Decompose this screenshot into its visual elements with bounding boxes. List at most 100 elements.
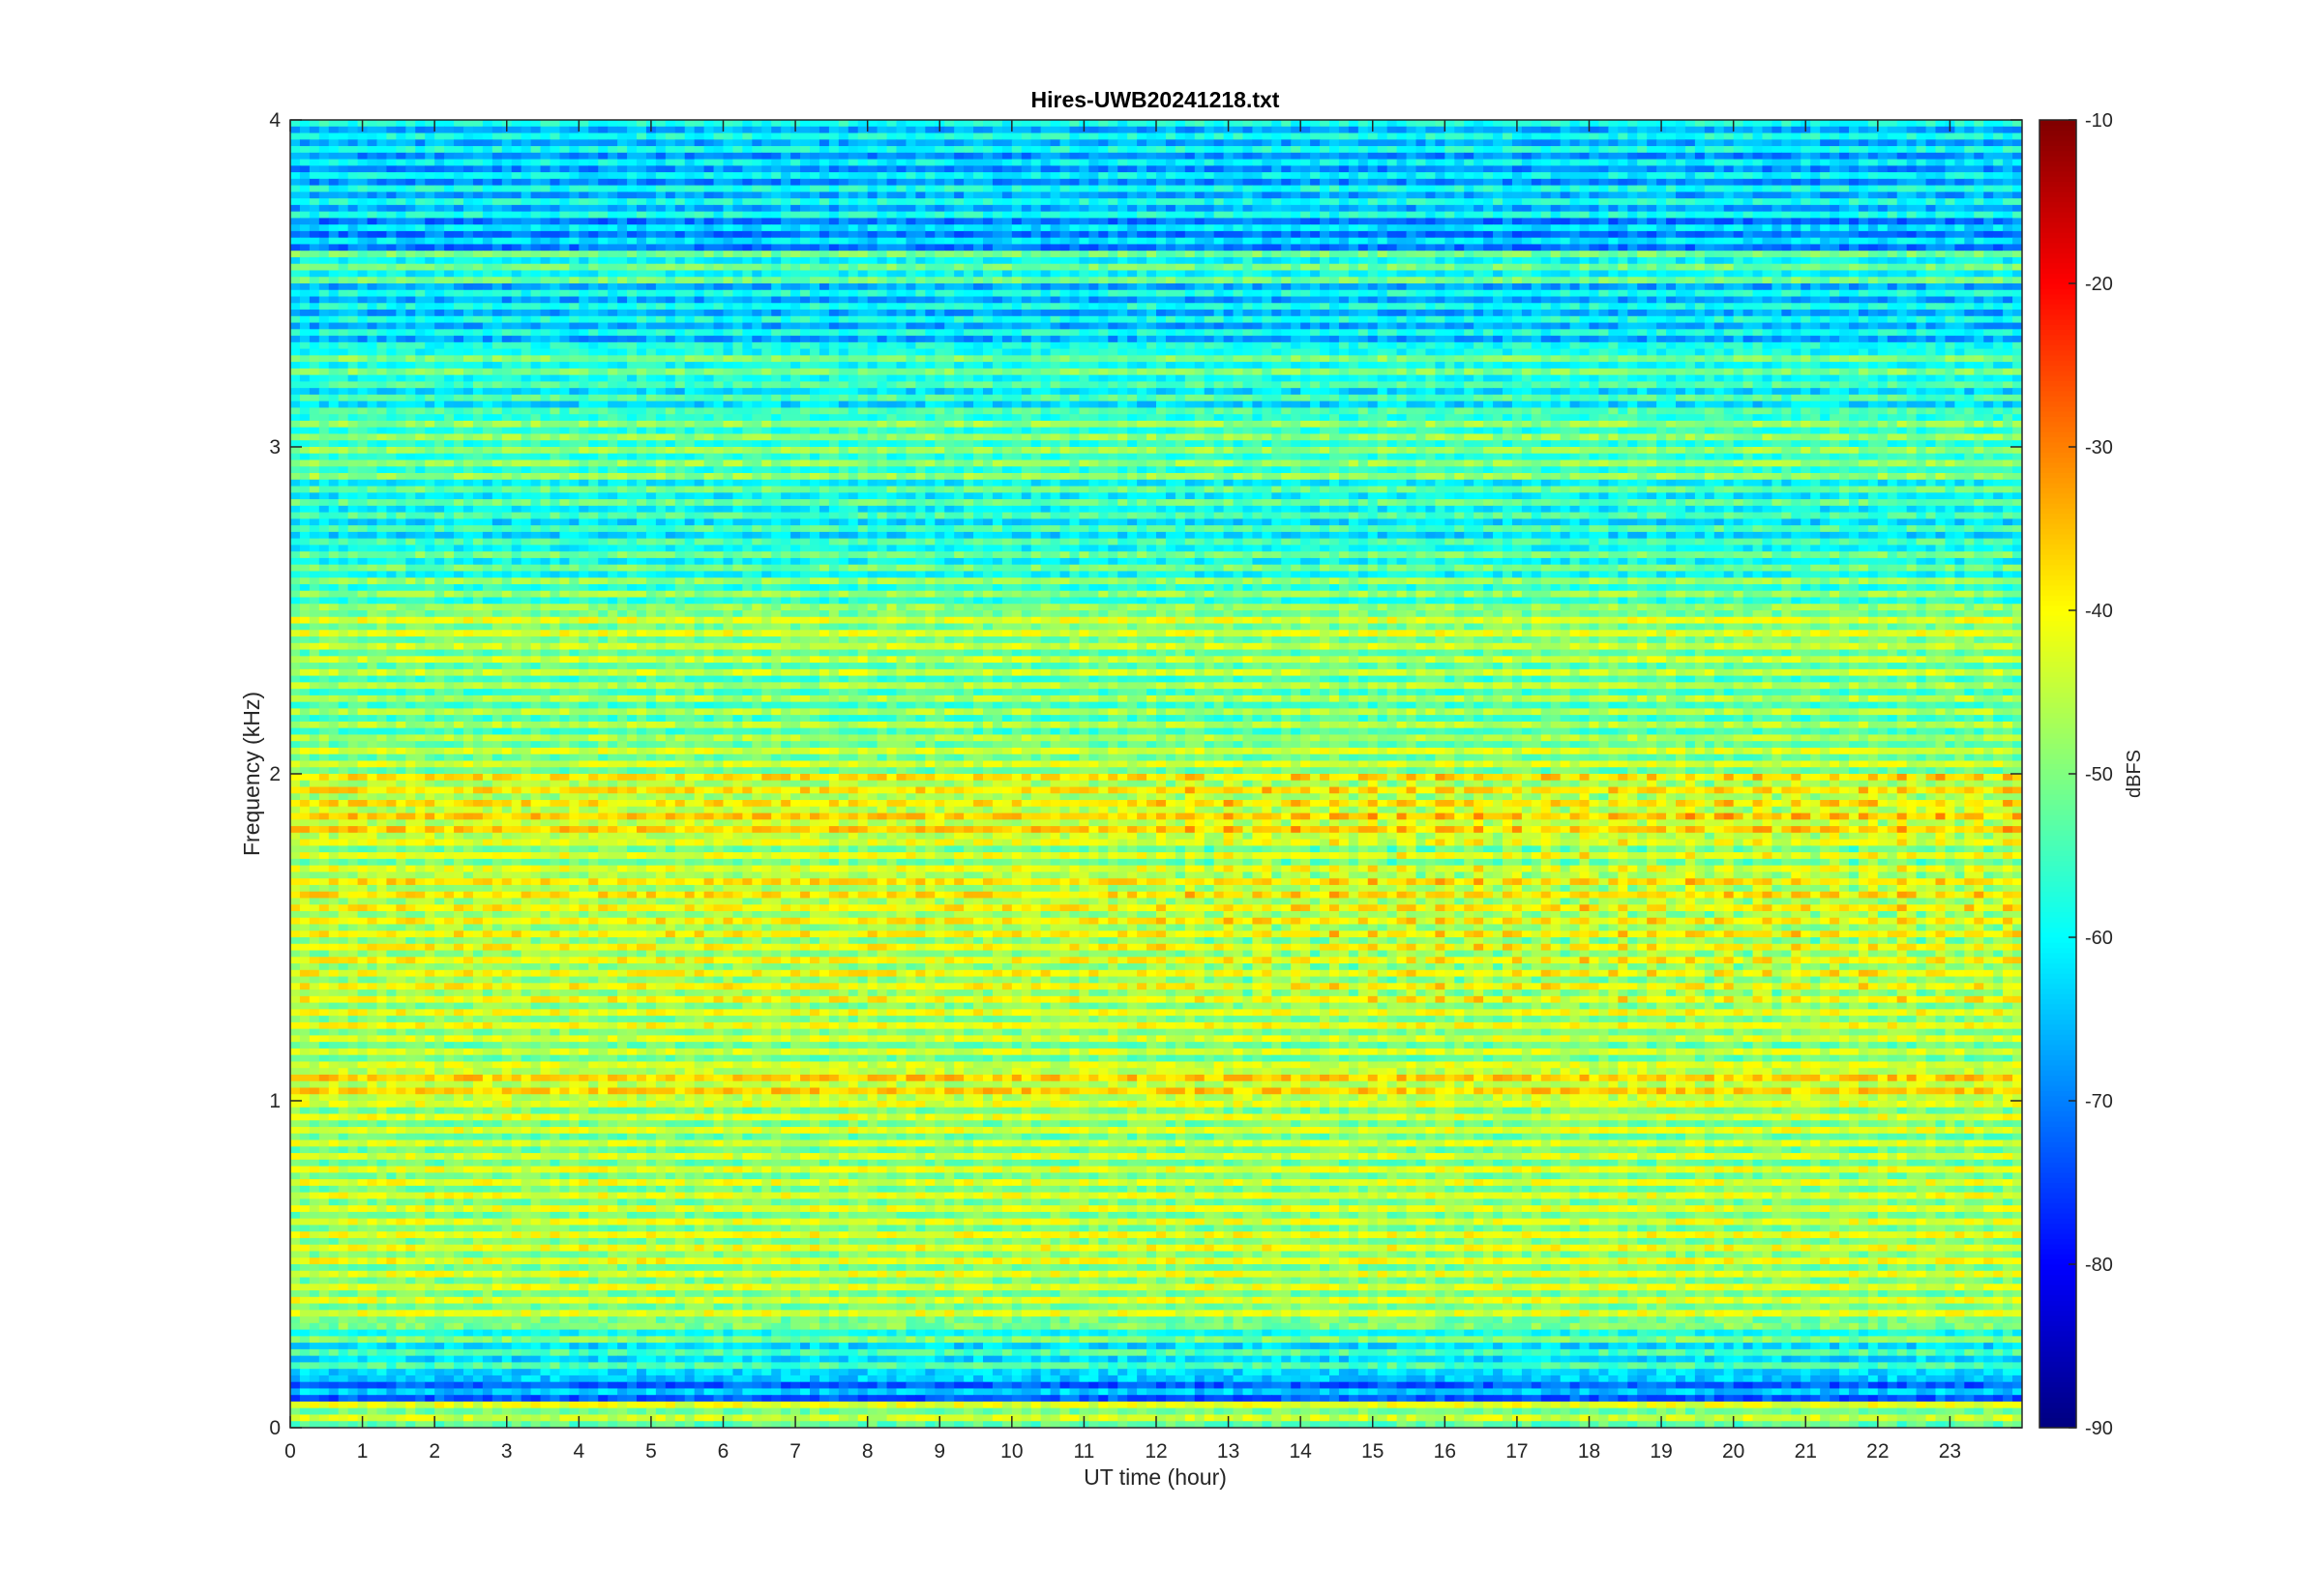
- heatmap-cell: [1656, 289, 1667, 298]
- heatmap-cell: [1454, 152, 1465, 161]
- heatmap-cell: [1493, 224, 1503, 232]
- heatmap-cell: [1647, 146, 1657, 154]
- heatmap-cell: [877, 120, 888, 128]
- heatmap-cell: [1156, 289, 1167, 298]
- heatmap-cell: [1820, 192, 1831, 199]
- heatmap-cell: [1338, 159, 1350, 166]
- heatmap-cell: [1386, 244, 1398, 251]
- heatmap-cell: [1993, 230, 2004, 239]
- heatmap-cell: [290, 178, 301, 187]
- heatmap-cell: [867, 224, 878, 232]
- heatmap-cell: [925, 263, 936, 272]
- heatmap-cell: [425, 165, 435, 173]
- heatmap-cell: [540, 237, 551, 246]
- heatmap-cell: [1050, 211, 1061, 219]
- heatmap-cell: [674, 159, 686, 166]
- heatmap-cell: [1329, 133, 1340, 140]
- heatmap-cell: [1088, 230, 1099, 239]
- heatmap-cell: [857, 192, 869, 199]
- heatmap-cell: [713, 296, 725, 304]
- heatmap-cell: [1435, 152, 1445, 161]
- heatmap-cell: [2012, 237, 2022, 246]
- heatmap-cell: [848, 178, 859, 187]
- heatmap-cell: [781, 152, 791, 161]
- heatmap-cell: [598, 126, 609, 134]
- heatmap-cell: [1945, 172, 1955, 180]
- heatmap-cell: [530, 133, 542, 140]
- heatmap-cell: [637, 185, 647, 192]
- heatmap-cell: [1493, 120, 1503, 128]
- heatmap-cell: [645, 178, 657, 187]
- heatmap-cell: [877, 270, 888, 278]
- heatmap-cell: [2003, 126, 2013, 134]
- heatmap-cell: [1791, 146, 1801, 154]
- heatmap-cell: [1204, 204, 1215, 213]
- heatmap-cell: [1146, 270, 1157, 278]
- heatmap-cell: [1637, 244, 1648, 251]
- heatmap-cell: [1916, 211, 1927, 219]
- heatmap-cell: [1877, 289, 1889, 298]
- heatmap-cell: [1935, 185, 1947, 192]
- heatmap-cell: [973, 283, 984, 291]
- heatmap-cell: [1589, 159, 1600, 166]
- heatmap-cell: [1435, 270, 1445, 278]
- heatmap-cell: [1415, 120, 1427, 128]
- heatmap-cell: [1030, 263, 1042, 272]
- heatmap-cell: [810, 211, 820, 219]
- heatmap-cell: [896, 126, 908, 134]
- heatmap-cell: [655, 270, 667, 278]
- heatmap-cell: [1184, 146, 1196, 154]
- heatmap-cell: [1425, 277, 1436, 284]
- heatmap-cell: [896, 263, 908, 272]
- heatmap-cell: [2003, 270, 2013, 278]
- heatmap-cell: [1503, 230, 1513, 239]
- heatmap-cell: [1156, 159, 1167, 166]
- heatmap-cell: [569, 296, 580, 304]
- heatmap-cell: [655, 211, 667, 219]
- heatmap-cell: [1137, 270, 1147, 278]
- heatmap-cell: [1223, 237, 1235, 246]
- heatmap-cell: [1503, 178, 1513, 187]
- heatmap-cell: [1194, 237, 1206, 246]
- heatmap-cell: [1117, 251, 1128, 258]
- heatmap-cell: [983, 139, 994, 147]
- heatmap-cell: [1666, 172, 1677, 180]
- heatmap-cell: [1916, 263, 1927, 272]
- heatmap-cell: [790, 204, 801, 213]
- heatmap-cell: [867, 218, 878, 225]
- heatmap-cell: [828, 185, 840, 192]
- heatmap-cell: [1146, 146, 1157, 154]
- heatmap-cell: [1637, 165, 1648, 173]
- heatmap-cell: [491, 256, 503, 265]
- heatmap-cell: [1733, 283, 1744, 291]
- heatmap-cell: [1579, 178, 1591, 187]
- heatmap-cell: [1252, 230, 1263, 239]
- heatmap-cell: [608, 283, 618, 291]
- heatmap-cell: [1175, 204, 1186, 213]
- heatmap-cell: [1320, 146, 1330, 154]
- heatmap-cell: [1146, 230, 1157, 239]
- heatmap-cell: [1088, 256, 1099, 265]
- heatmap-cell: [405, 152, 416, 161]
- heatmap-cell: [2003, 283, 2013, 291]
- heatmap-cell: [1771, 256, 1782, 265]
- heatmap-cell: [569, 224, 580, 232]
- heatmap-cell: [1694, 283, 1706, 291]
- heatmap-cell: [1483, 204, 1494, 213]
- heatmap-cell: [1291, 146, 1301, 154]
- heatmap-cell: [1435, 237, 1445, 246]
- heatmap-cell: [886, 296, 898, 304]
- heatmap-cell: [1204, 146, 1215, 154]
- heatmap-cell: [347, 146, 359, 154]
- heatmap-cell: [964, 296, 974, 304]
- heatmap-cell: [299, 256, 311, 265]
- heatmap-cell: [935, 237, 945, 246]
- heatmap-cell: [1348, 185, 1359, 192]
- heatmap-cell: [1656, 204, 1667, 213]
- heatmap-cell: [1348, 133, 1359, 140]
- heatmap-cell: [1320, 211, 1330, 219]
- heatmap-cell: [463, 192, 474, 199]
- heatmap-cell: [1521, 244, 1533, 251]
- heatmap-cell: [1877, 244, 1889, 251]
- heatmap-cell: [723, 146, 734, 154]
